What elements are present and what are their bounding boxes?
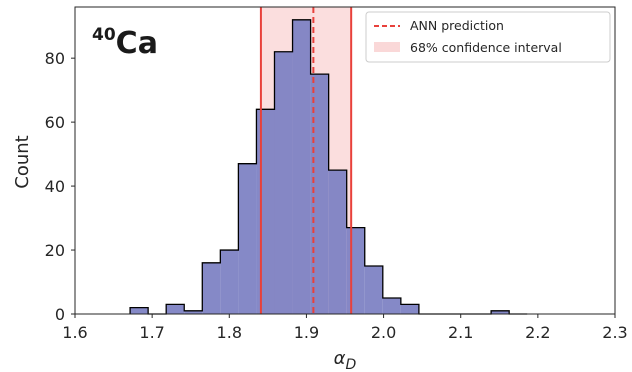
legend-interval-swatch (374, 42, 400, 52)
x-tick-label: 1.8 (217, 323, 242, 342)
x-tick-label: 2.3 (602, 323, 627, 342)
y-axis-label: Count (12, 135, 33, 188)
x-axis-label: αD (334, 348, 357, 372)
legend-ann-label: ANN prediction (410, 18, 504, 33)
histogram-bar (292, 19, 311, 315)
x-axis-label-main: α (334, 348, 346, 369)
histogram-bar (184, 310, 203, 314)
y-tick-label: 80 (45, 49, 65, 68)
histogram-bar (274, 51, 293, 314)
legend: ANN prediction 68% confidence interval (365, 11, 611, 63)
histogram-bar (220, 250, 239, 314)
histogram-bar (238, 163, 257, 314)
y-tick-label: 20 (45, 241, 65, 260)
y-tick-label: 0 (55, 305, 65, 324)
x-tick-label: 2.0 (371, 323, 396, 342)
plot-frame (74, 6, 616, 315)
x-tick-label: 2.2 (525, 323, 550, 342)
histogram-bar (202, 262, 221, 314)
histogram-bar (166, 304, 185, 314)
axis-ticks: 1.6 1.7 1.8 1.9 2.0 2.1 2.2 2.3 0 20 40 60 80 (45, 49, 628, 342)
legend-box (365, 11, 611, 63)
x-tick-label: 1.7 (139, 323, 164, 342)
histogram-bar (310, 74, 329, 314)
histogram-bar (491, 310, 510, 314)
x-tick-label: 2.1 (448, 323, 473, 342)
histogram-bar (400, 304, 419, 314)
histogram-bar (382, 298, 401, 314)
y-tick-label: 60 (45, 113, 65, 132)
histogram-bar (256, 109, 275, 314)
isotope-mass-number: 40 (92, 25, 116, 45)
x-tick-label: 1.6 (62, 323, 87, 342)
x-tick-label: 1.9 (294, 323, 319, 342)
isotope-symbol: Ca (116, 26, 158, 61)
x-axis-label-sub: D (346, 357, 357, 372)
isotope-label: 40Ca (92, 25, 158, 61)
y-tick-label: 40 (45, 177, 65, 196)
histogram-bar (328, 170, 347, 314)
histogram-bar (364, 266, 383, 314)
histogram-bar (130, 307, 149, 314)
histogram-bar (346, 227, 365, 314)
legend-interval-label: 68% confidence interval (410, 40, 562, 55)
